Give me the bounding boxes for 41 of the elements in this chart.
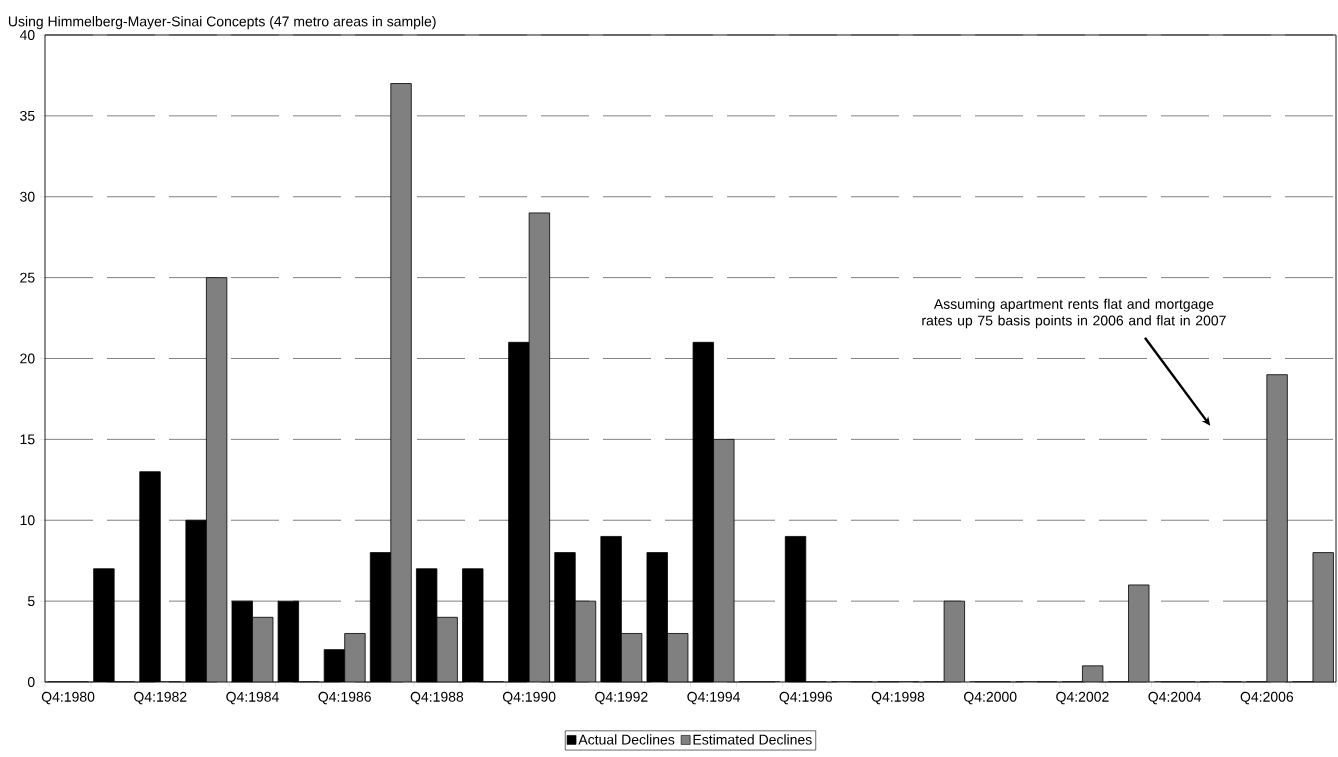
x-tick-label: Q4:1986 bbox=[318, 691, 371, 705]
bar bbox=[621, 633, 642, 682]
x-tick-label: Q4:1990 bbox=[502, 691, 556, 705]
x-tick-label: Q4:1996 bbox=[779, 691, 833, 705]
bar bbox=[713, 439, 735, 682]
legend-label: Actual Declines bbox=[578, 734, 675, 745]
bar bbox=[529, 212, 550, 682]
y-tick-label: 5 bbox=[27, 596, 35, 607]
y-tick-label: 35 bbox=[20, 110, 35, 121]
x-tick-label: Q4:1992 bbox=[595, 691, 648, 705]
x-tick-label: Q4:1994 bbox=[687, 691, 740, 705]
bar bbox=[667, 633, 688, 682]
x-tick-label: Q4:1988 bbox=[410, 691, 464, 705]
x-tick-label: Q4:2000 bbox=[964, 691, 1017, 705]
y-tick-label: 30 bbox=[20, 191, 35, 202]
x-tick-label: Q4:2006 bbox=[1240, 691, 1294, 705]
chart-title: Using Himmelberg-Mayer-Sinai Concepts (47 metro areas in sample) bbox=[8, 16, 436, 30]
legend-label: Estimated Declines bbox=[693, 734, 812, 745]
x-tick-label: Q4:1982 bbox=[134, 691, 187, 705]
bar bbox=[1128, 584, 1150, 682]
x-tick-label: Q4:1980 bbox=[41, 691, 95, 705]
bar bbox=[344, 633, 366, 682]
bar bbox=[252, 617, 273, 682]
annotation: Assuming apartment rents flat and mortgage rates up 75 basis points in 2006 and flat in 2007 bbox=[922, 298, 1226, 329]
bar bbox=[206, 277, 227, 682]
x-tick-label: Q4:2004 bbox=[1148, 691, 1202, 705]
y-tick-label: 40 bbox=[19, 30, 35, 40]
x-tick-label: Q4:1998 bbox=[871, 691, 925, 705]
bar bbox=[1312, 552, 1334, 682]
y-tick-label: 20 bbox=[20, 353, 35, 364]
y-tick-label: 0 bbox=[27, 677, 35, 687]
y-tick-label: 25 bbox=[20, 272, 35, 283]
y-tick-label: 15 bbox=[20, 434, 35, 445]
bar bbox=[1266, 374, 1288, 682]
bar bbox=[944, 601, 965, 682]
x-tick-label: Q4:1984 bbox=[226, 691, 279, 705]
x-tick-label: Q4:2002 bbox=[1056, 691, 1109, 705]
bar bbox=[575, 601, 596, 682]
bar bbox=[390, 83, 412, 682]
y-tick-label: 10 bbox=[20, 515, 35, 526]
bar bbox=[436, 617, 458, 682]
